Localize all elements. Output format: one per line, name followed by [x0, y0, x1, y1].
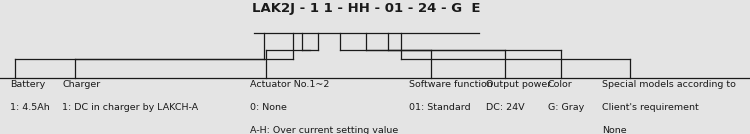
Text: Output power: Output power: [486, 80, 551, 89]
Text: Battery: Battery: [10, 80, 45, 89]
Text: Charger: Charger: [62, 80, 100, 89]
Text: Color: Color: [548, 80, 572, 89]
Text: Actuator No.1~2: Actuator No.1~2: [250, 80, 329, 89]
Text: Software function: Software function: [409, 80, 493, 89]
Text: 1: 4.5Ah: 1: 4.5Ah: [10, 103, 50, 112]
Text: LAK2J - 1 1 - HH - 01 - 24 - G  E: LAK2J - 1 1 - HH - 01 - 24 - G E: [252, 2, 480, 15]
Text: 01: Standard: 01: Standard: [409, 103, 470, 112]
Text: None: None: [602, 126, 627, 134]
Text: 1: DC in charger by LAKCH-A: 1: DC in charger by LAKCH-A: [62, 103, 198, 112]
Text: Special models according to: Special models according to: [602, 80, 736, 89]
Text: G: Gray: G: Gray: [548, 103, 584, 112]
Text: Client's requirement: Client's requirement: [602, 103, 699, 112]
Text: 0: None: 0: None: [250, 103, 286, 112]
Text: DC: 24V: DC: 24V: [486, 103, 525, 112]
Text: A-H: Over current setting value: A-H: Over current setting value: [250, 126, 398, 134]
